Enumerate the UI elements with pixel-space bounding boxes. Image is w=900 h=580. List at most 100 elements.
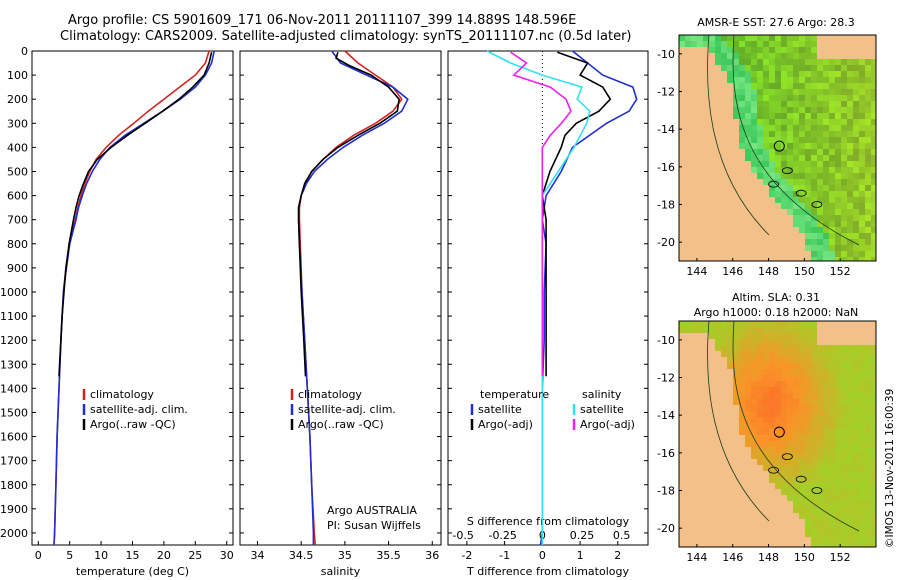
map-cell	[853, 519, 859, 525]
map-cell	[871, 435, 876, 441]
map-cell	[787, 381, 793, 387]
map-cell	[847, 197, 853, 203]
map-cell	[679, 35, 685, 41]
map-cell	[841, 501, 847, 507]
map-cell	[817, 167, 823, 173]
map-cell	[847, 239, 853, 245]
map-cell	[793, 405, 799, 411]
map-cell	[811, 339, 817, 345]
map-cell	[865, 155, 871, 161]
map-cell	[805, 95, 811, 101]
map-cell	[859, 525, 865, 531]
map-cell	[733, 399, 739, 405]
map-cell	[799, 459, 805, 465]
map-cell	[817, 179, 823, 185]
map-cell	[865, 95, 871, 101]
map-cell	[817, 417, 823, 423]
map-cell	[763, 107, 769, 113]
map-cell	[679, 327, 685, 333]
map-cell	[835, 83, 841, 89]
map-cell	[781, 119, 787, 125]
map-cell	[793, 167, 799, 173]
map-cell	[775, 173, 781, 179]
map-cell	[865, 525, 871, 531]
map-cell	[859, 417, 865, 423]
map-cell	[817, 251, 823, 257]
map-cell	[769, 333, 775, 339]
map-cell	[871, 209, 876, 215]
map-cell	[739, 77, 745, 83]
map-cell	[829, 71, 835, 77]
map-cell	[787, 83, 793, 89]
map-cell	[745, 435, 751, 441]
map-cell	[823, 83, 829, 89]
map-cell	[817, 495, 823, 501]
map-cell	[853, 399, 859, 405]
map-cell	[811, 495, 817, 501]
map-cell	[805, 65, 811, 71]
map-cell	[805, 513, 811, 519]
map-cell	[685, 327, 691, 333]
map-cell	[835, 501, 841, 507]
map-cell	[871, 357, 876, 363]
map-cell	[763, 95, 769, 101]
map-cell	[811, 251, 817, 257]
map-cell	[823, 501, 829, 507]
series-line-argo--adj-	[510, 51, 572, 377]
map-cell	[811, 179, 817, 185]
map-cell	[823, 375, 829, 381]
map-cell	[829, 239, 835, 245]
map-cell	[763, 53, 769, 59]
map-cell	[739, 101, 745, 107]
map-cell	[841, 227, 847, 233]
map-cell	[841, 381, 847, 387]
map-cell	[847, 107, 853, 113]
x-tick-label: 144	[686, 551, 707, 564]
map-cell	[781, 339, 787, 345]
map-cell	[817, 423, 823, 429]
map-cell	[823, 59, 829, 65]
y-tick-label: 800	[7, 238, 28, 251]
map-cell	[823, 417, 829, 423]
map-cell	[769, 59, 775, 65]
map-cell	[799, 447, 805, 453]
map-cell	[847, 137, 853, 143]
map-cell	[775, 197, 781, 203]
map-cell	[799, 501, 805, 507]
map-cell	[733, 89, 739, 95]
map-cell	[811, 53, 817, 59]
map-cell	[775, 405, 781, 411]
map-cell	[871, 501, 876, 507]
map-cell	[823, 131, 829, 137]
map-cell	[847, 405, 853, 411]
map-cell	[751, 143, 757, 149]
map-cell	[787, 95, 793, 101]
map-cell	[763, 119, 769, 125]
map-cell	[727, 41, 733, 47]
map-cell	[847, 185, 853, 191]
map-cell	[721, 339, 727, 345]
map-cell	[757, 137, 763, 143]
map-cell	[805, 387, 811, 393]
map-cell	[799, 441, 805, 447]
x-axis-label: temperature (deg C)	[76, 565, 189, 578]
map-cell	[781, 47, 787, 53]
map-cell	[865, 77, 871, 83]
map-cell	[799, 399, 805, 405]
map-cell	[847, 435, 853, 441]
map-cell	[823, 447, 829, 453]
map-cell	[859, 351, 865, 357]
map-cell	[841, 435, 847, 441]
map-cell	[769, 447, 775, 453]
map-cell	[865, 387, 871, 393]
map-cell	[805, 369, 811, 375]
map-cell	[823, 209, 829, 215]
map-cell	[787, 41, 793, 47]
map-cell	[835, 369, 841, 375]
map-cell	[835, 345, 841, 351]
map-cell	[853, 113, 859, 119]
map-cell	[757, 143, 763, 149]
map-cell	[865, 357, 871, 363]
map-cell	[823, 89, 829, 95]
map-cell	[745, 77, 751, 83]
